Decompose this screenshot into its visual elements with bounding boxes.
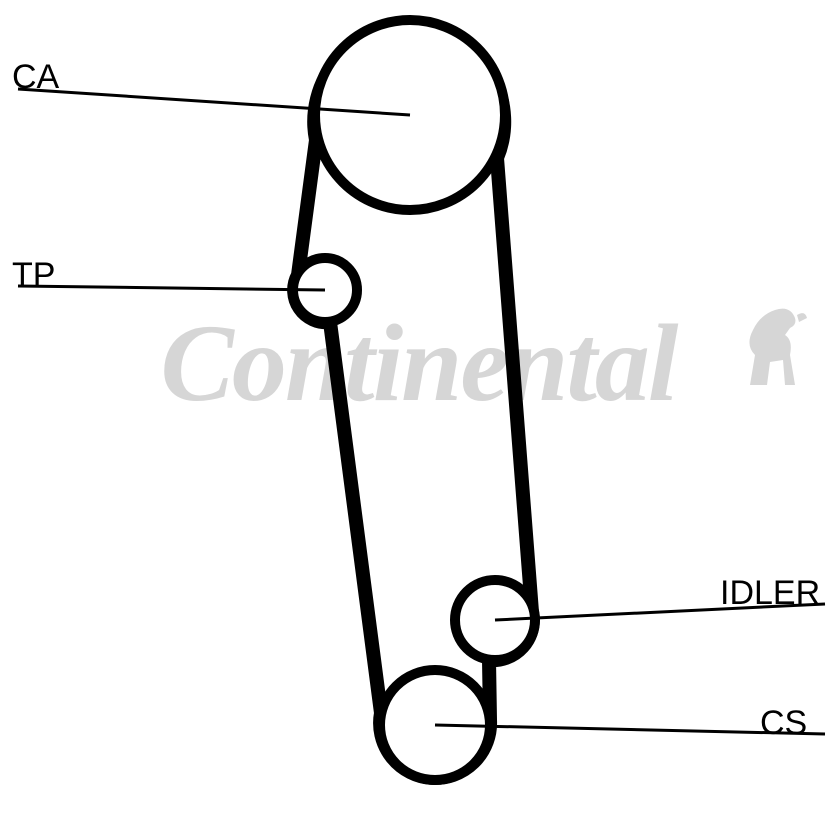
label-idler: IDLER	[720, 574, 820, 613]
label-tp: TP	[12, 256, 55, 295]
timing-belt-diagram	[0, 0, 837, 829]
leader-tp	[18, 286, 325, 290]
label-cs: CS	[760, 704, 807, 743]
label-ca: CA	[12, 58, 59, 97]
